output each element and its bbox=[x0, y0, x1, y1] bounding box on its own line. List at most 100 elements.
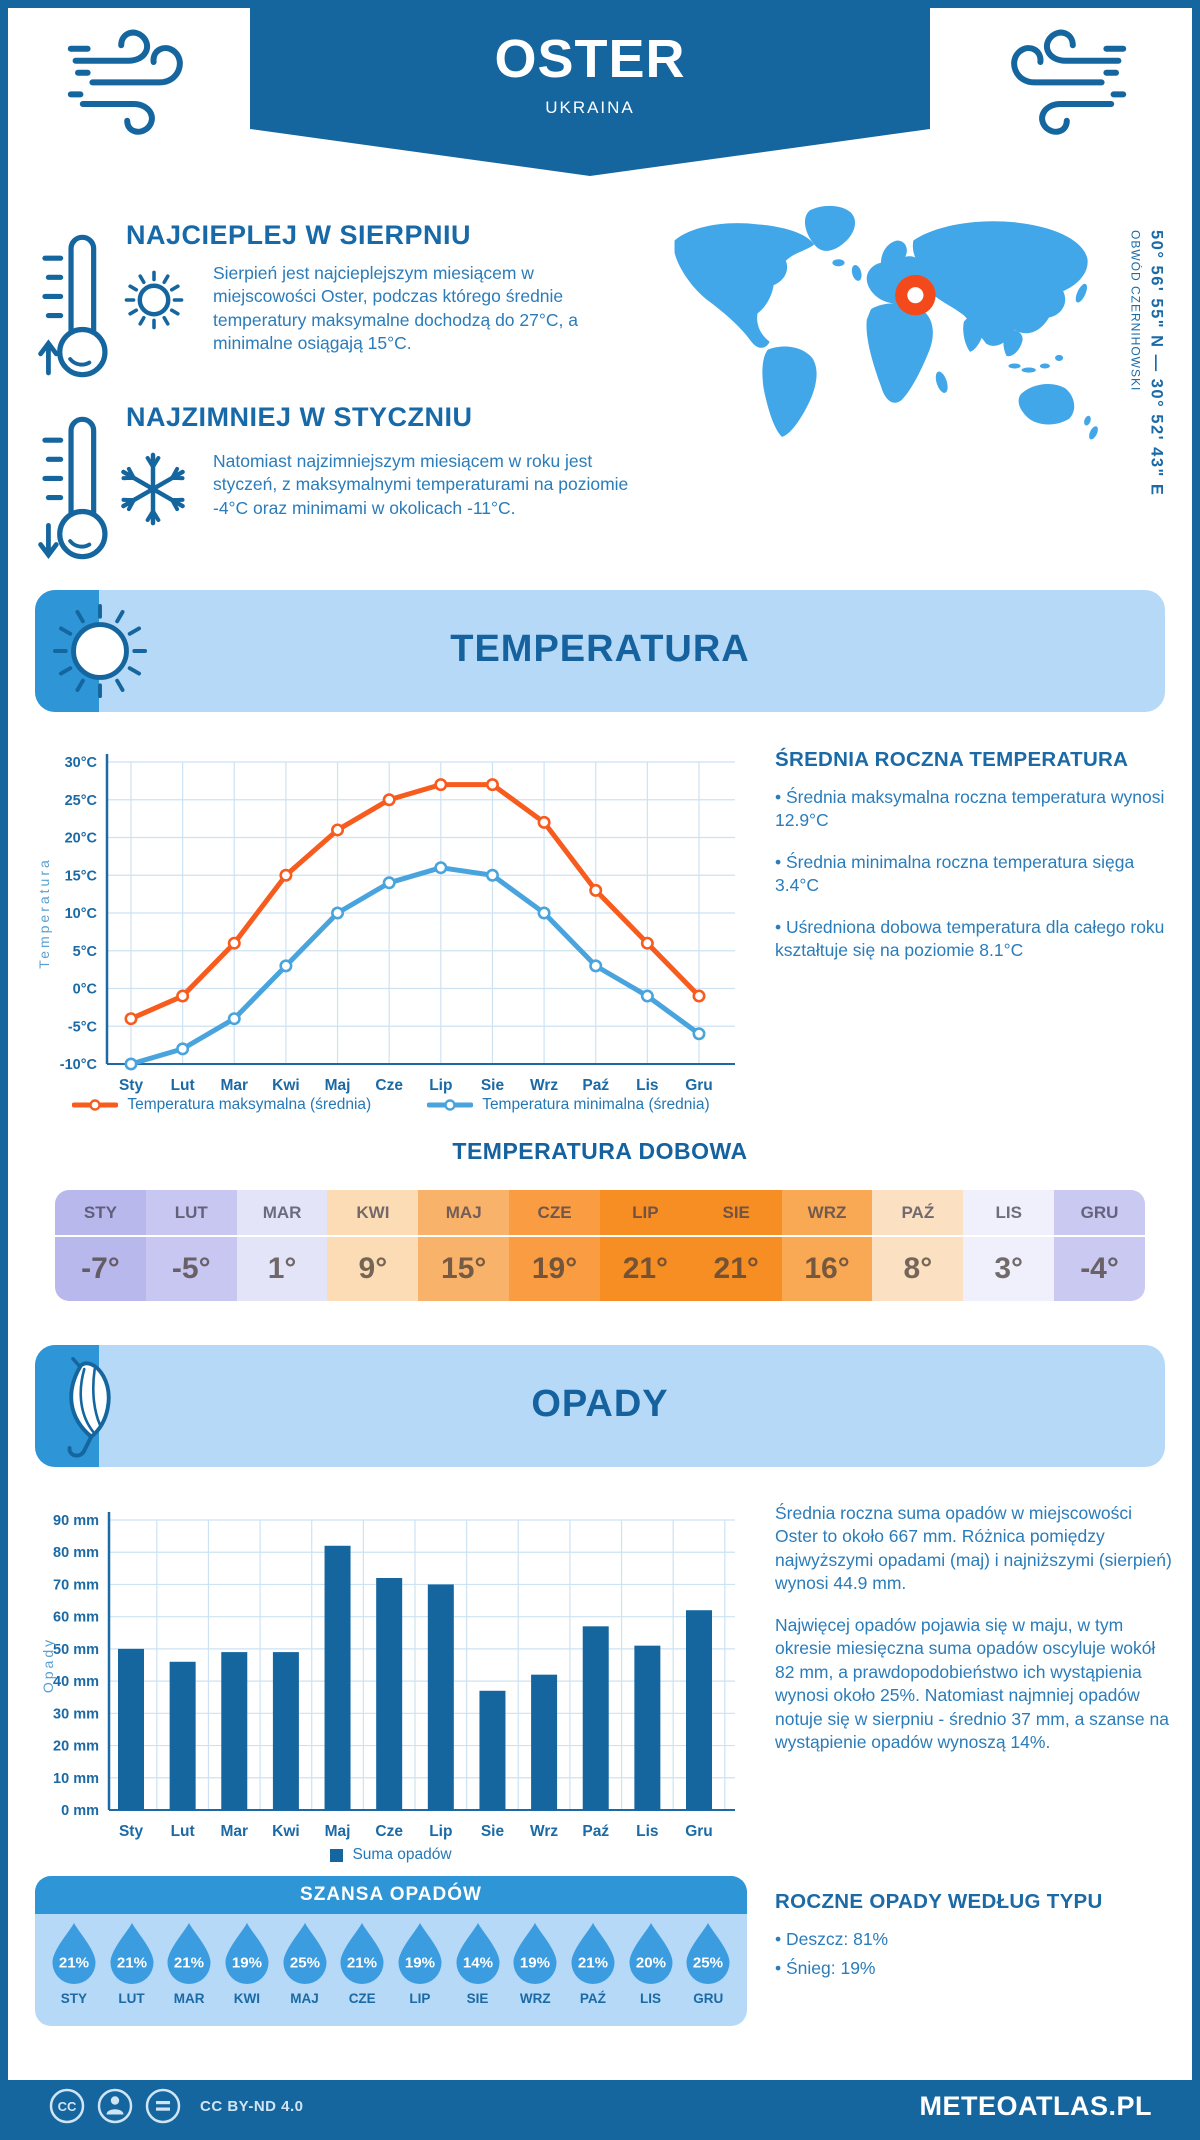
month-label: WRZ bbox=[519, 1991, 551, 2006]
raindrop-icon: 19% bbox=[513, 1922, 557, 1984]
svg-text:19%: 19% bbox=[405, 1955, 435, 1972]
precipitation-section-title: OPADY bbox=[531, 1383, 669, 1425]
svg-text:Lis: Lis bbox=[636, 1823, 658, 1840]
sun-icon bbox=[52, 603, 148, 699]
daily-temp-value: -7° bbox=[81, 1252, 120, 1285]
site-name: METEOATLAS.PL bbox=[919, 2090, 1152, 2121]
rain-chance-item: 21% LUT bbox=[103, 1922, 161, 2006]
svg-text:Paź: Paź bbox=[582, 1823, 609, 1840]
daily-temp-value: 19° bbox=[531, 1252, 578, 1285]
coordinates-text: 50° 56' 55" N — 30° 52' 43" E bbox=[1147, 230, 1166, 497]
month-label: STY bbox=[55, 1190, 146, 1237]
legend-item: Temperatura maksymalna (średnia) bbox=[72, 1096, 371, 1114]
daily-temp-value: 8° bbox=[903, 1252, 933, 1285]
coordinates: 50° 56' 55" N — 30° 52' 43" E OBWÓD CZER… bbox=[1126, 230, 1167, 660]
svg-text:Kwi: Kwi bbox=[272, 1823, 300, 1840]
legend-item: Temperatura minimalna (średnia) bbox=[427, 1096, 710, 1114]
temperature-section-title: TEMPERATURA bbox=[450, 628, 750, 670]
svg-text:15°C: 15°C bbox=[65, 868, 98, 884]
region-text: OBWÓD CZERNIHOWSKI bbox=[1128, 230, 1143, 392]
svg-text:10 mm: 10 mm bbox=[53, 1771, 99, 1787]
month-label: PAŹ bbox=[872, 1190, 964, 1237]
rain-chance-item: 14% SIE bbox=[449, 1922, 507, 2006]
annual-temp-bullet: • Średnia maksymalna roczna temperatura … bbox=[775, 787, 1165, 831]
month-label: MAR bbox=[236, 1190, 328, 1237]
daily-temp-cell: STY -7° bbox=[55, 1190, 146, 1301]
rain-chance-item: 21% STY bbox=[45, 1922, 103, 2006]
precipitation-chart: 0 mm 10 mm 20 mm 30 mm 40 mm 50 mm 60 mm 70 mm 8… bbox=[40, 1512, 735, 1840]
svg-text:30°C: 30°C bbox=[65, 755, 98, 771]
month-label: KWI bbox=[233, 1991, 260, 2006]
temperature-section-header: TEMPERATURA bbox=[35, 590, 1165, 712]
coldest-heading: NAJZIMNIEJ W STYCZNIU bbox=[126, 402, 473, 432]
temperature-chart: -10°C -5°C 0°C 5°C 10°C 15°C 20°C 25°C 30°C Sty Lu… bbox=[36, 754, 735, 1094]
daily-temperature-title: TEMPERATURA DOBOWA bbox=[452, 1138, 748, 1164]
raindrop-icon: 21% bbox=[109, 1922, 154, 1984]
raindrop-icon: 20% bbox=[629, 1922, 673, 1984]
month-label: LUT bbox=[118, 1991, 145, 2006]
rain-chance-item: 19% KWI bbox=[218, 1922, 276, 2006]
svg-text:21%: 21% bbox=[59, 1955, 89, 1972]
svg-text:14%: 14% bbox=[462, 1955, 492, 1972]
rain-chance-item: 21% MAR bbox=[160, 1922, 218, 2006]
month-label: GRU bbox=[693, 1991, 724, 2006]
rain-chance-title: SZANSA OPADÓW bbox=[35, 1876, 747, 1914]
rain-chance-item: 19% WRZ bbox=[506, 1922, 564, 2006]
daily-temp-cell: LUT -5° bbox=[145, 1190, 237, 1301]
svg-text:70 mm: 70 mm bbox=[53, 1577, 99, 1593]
precipitation-by-type-heading: ROCZNE OPADY WEDŁUG TYPU bbox=[775, 1890, 1103, 1913]
month-label: PAŹ bbox=[579, 1991, 606, 2006]
daily-temp-value: -5° bbox=[171, 1252, 211, 1285]
svg-text:Mar: Mar bbox=[220, 1077, 248, 1094]
svg-text:20 mm: 20 mm bbox=[53, 1739, 99, 1755]
daily-temp-value: 9° bbox=[358, 1252, 388, 1285]
month-label: STY bbox=[60, 1991, 87, 2006]
cc-icon: CC bbox=[49, 2088, 85, 2124]
svg-text:Sie: Sie bbox=[481, 1823, 505, 1840]
month-label: SIE bbox=[690, 1190, 782, 1237]
svg-text:Sie: Sie bbox=[481, 1077, 505, 1094]
svg-text:Lis: Lis bbox=[636, 1077, 658, 1094]
precipitation-paragraph: Średnia roczna suma opadów w miejscowośc… bbox=[775, 1503, 1172, 1594]
svg-text:25%: 25% bbox=[289, 1955, 319, 1972]
no-derivatives-icon bbox=[145, 2088, 181, 2124]
daily-temp-value: 15° bbox=[441, 1252, 487, 1285]
month-label: LIP bbox=[409, 1991, 431, 2006]
annual-temperature-block: ŚREDNIA ROCZNA TEMPERATURA • Średnia mak… bbox=[775, 748, 1173, 981]
daily-temp-value: 21° bbox=[622, 1252, 669, 1285]
month-label: MAJ bbox=[418, 1190, 510, 1237]
month-label: LIS bbox=[963, 1190, 1055, 1237]
daily-temp-cell: LIP 21° bbox=[599, 1190, 691, 1301]
svg-text:Mar: Mar bbox=[220, 1823, 248, 1840]
month-label: CZE bbox=[348, 1991, 376, 2006]
svg-text:21%: 21% bbox=[116, 1955, 146, 1972]
rain-chance-item: 20% LIS bbox=[622, 1922, 680, 2006]
month-label: LIP bbox=[599, 1190, 691, 1237]
svg-text:40 mm: 40 mm bbox=[53, 1674, 99, 1690]
thermometer-up-icon bbox=[38, 234, 108, 378]
svg-text:Lip: Lip bbox=[429, 1823, 452, 1840]
license-group: CC CC BY-ND 4.0 bbox=[48, 2087, 304, 2125]
attribution-person-icon bbox=[97, 2088, 133, 2124]
month-label: LUT bbox=[145, 1190, 237, 1237]
daily-temp-cell: KWI 9° bbox=[327, 1190, 419, 1301]
svg-text:Paź: Paź bbox=[582, 1077, 609, 1094]
raindrop-icon: 25% bbox=[686, 1922, 730, 1984]
svg-text:0°C: 0°C bbox=[73, 982, 98, 998]
wind-icon bbox=[1011, 29, 1127, 135]
svg-text:80 mm: 80 mm bbox=[53, 1545, 99, 1561]
svg-text:21%: 21% bbox=[347, 1955, 377, 1972]
precipitation-by-type-block: ROCZNE OPADY WEDŁUG TYPU • Deszcz: 81% •… bbox=[775, 1890, 1173, 1999]
license-label: CC BY-ND 4.0 bbox=[200, 2097, 304, 2115]
svg-text:19%: 19% bbox=[520, 1955, 550, 1972]
daily-temp-value: 1° bbox=[267, 1252, 297, 1285]
month-label: WRZ bbox=[781, 1190, 873, 1237]
legend-item: Suma opadów bbox=[330, 1846, 452, 1864]
month-label: MAR bbox=[173, 1991, 205, 2006]
svg-text:60 mm: 60 mm bbox=[53, 1610, 99, 1626]
temperature-chart-legend: Temperatura maksymalna (średnia) Temperat… bbox=[35, 1096, 747, 1114]
daily-temp-cell: PAŹ 8° bbox=[872, 1190, 964, 1301]
month-label: LIS bbox=[640, 1991, 662, 2006]
raindrop-icon: 19% bbox=[398, 1922, 442, 1984]
svg-text:Cze: Cze bbox=[375, 1823, 403, 1840]
